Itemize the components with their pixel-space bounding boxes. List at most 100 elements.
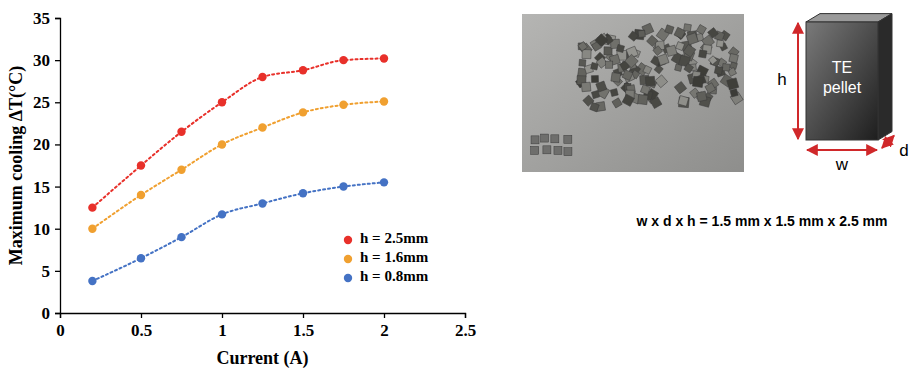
pellet-diagram: TEpellethwd [777,14,908,175]
pellet-cube [625,54,639,68]
point [339,182,347,190]
tick-label: 20 [33,135,50,154]
pellet-cube [666,45,677,56]
pellet-cube [705,83,716,94]
tick: 2 [380,313,389,340]
tick-label: 30 [33,51,50,70]
pellet-cube [564,135,572,143]
pellet-cube [610,89,618,97]
pellet-cube [653,46,663,56]
pellet-cube [622,94,634,106]
d-arrow [882,136,894,148]
pellet-cube [606,61,613,68]
point [218,140,226,148]
tick: 1.5 [293,313,314,340]
tick-mark [55,271,60,272]
tick-label: 5 [42,262,51,281]
tick: 15 [33,178,60,197]
pellet-cube [638,30,645,37]
tick-label: 1 [218,321,227,340]
pellet-cube [531,136,539,144]
point [339,101,347,109]
pellet-cube [554,146,562,154]
pellet-cube [531,146,539,154]
pellet-label: TE [832,59,852,76]
tick: 2.5 [455,313,476,340]
pellet-cube [647,35,658,46]
pellet-cube [729,53,739,63]
tick-label: 0 [42,304,51,323]
tick-label: 15 [33,178,50,197]
pellet-cube [628,31,638,41]
pellet-cube [578,42,588,52]
pellet-cube [683,44,696,57]
pellet-cube [676,42,685,51]
point [299,108,307,116]
pellet-cube [543,146,551,154]
pellet-cube [696,91,707,102]
pellet-cube [722,64,730,72]
pellet-cube [708,28,719,39]
tick-label: 35 [33,9,50,28]
point [177,233,185,241]
legend: h = 2.5mmh = 1.6mmh = 0.8mm [344,230,429,284]
pellet-cube [638,94,648,104]
tick: 1 [218,313,227,340]
point [218,210,226,218]
pellet-cube [696,25,706,35]
dimension-label: w [835,155,849,174]
tick-mark [222,313,223,318]
point [88,225,96,233]
pellet-cube [583,95,594,106]
point [258,123,266,131]
tick: 20 [33,135,60,154]
pellet-cube [541,134,549,142]
tick-mark [303,313,304,318]
tick: 25 [33,93,60,112]
pellet-cube [665,25,674,34]
pellet-cube [564,148,572,156]
pellet-cube [645,76,655,86]
y-axis: 0 5 10 15 20 25 30 35 [33,9,61,323]
pellet-cube [650,97,662,109]
legend-label: h = 2.5mm [360,230,429,246]
photo [522,14,744,172]
tick-mark [55,313,60,314]
tick: 0.5 [131,313,152,340]
tick-label: 25 [33,93,50,112]
tick: 35 [33,9,60,28]
tick-mark [55,102,60,103]
legend-marker [344,236,352,244]
tick-mark [141,313,142,318]
tick-label: 2.5 [455,321,476,340]
point [258,73,266,81]
plot-area [88,54,388,285]
pellet-side [878,14,892,140]
tick: 0 [42,304,61,323]
pellet-cube [684,24,692,32]
pellet-cube [616,44,624,52]
dimension-label: h [777,70,786,89]
x-axis-title: Current (A) [216,348,308,369]
x-axis-line [61,314,466,319]
tick-mark [55,60,60,61]
point [137,191,145,199]
pellet-cube [657,54,669,66]
point [380,97,388,105]
h-arrow [797,23,799,139]
point [88,203,96,211]
point [177,166,185,174]
tick: 30 [33,51,60,70]
tick: 10 [33,220,60,239]
y-axis-title: Maximum cooling ΔT(°C) [6,66,27,265]
pellet-cube [591,90,599,98]
pellet-cube [591,62,599,70]
photo-background [522,14,744,172]
point [258,199,266,207]
pellet-cube [686,33,698,45]
pellet-cube [655,75,668,88]
tick-label: 0 [56,321,65,340]
point [339,56,347,64]
legend-marker [344,255,352,263]
point [299,66,307,74]
